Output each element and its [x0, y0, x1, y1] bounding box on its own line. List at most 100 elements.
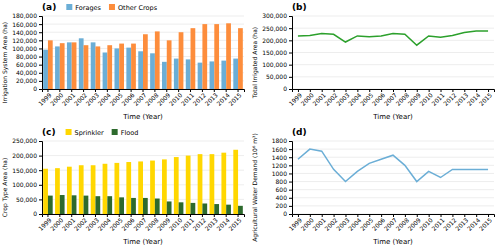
y-tick: 400	[276, 194, 292, 201]
y-tick-mark	[39, 48, 42, 49]
y-tick: 200,000	[12, 152, 42, 159]
y-tick-mark	[289, 65, 292, 66]
x-tick-label: 2015	[477, 216, 493, 232]
y-tick: 1800	[272, 137, 292, 144]
marks	[298, 31, 488, 45]
x-axis-title: Time (Year)	[122, 238, 163, 246]
bar	[150, 53, 155, 89]
bar	[226, 23, 231, 89]
y-tick-mark	[39, 170, 42, 171]
bar	[191, 203, 196, 214]
bar	[95, 196, 100, 214]
bar	[103, 53, 108, 90]
y-tick-mark	[289, 198, 292, 199]
legend: ForagesOther Crops	[66, 4, 157, 12]
bar	[138, 161, 143, 214]
bar	[155, 199, 160, 214]
bar	[191, 28, 196, 89]
y-tick-mark	[289, 206, 292, 207]
y-tick-label: 80,000	[16, 53, 37, 60]
y-tick: 100,000	[12, 181, 42, 188]
bar	[67, 167, 72, 214]
x-tick: 2015	[227, 214, 243, 232]
bar	[186, 156, 191, 214]
bar	[119, 44, 124, 89]
y-axis-title: Total Irrigated Area (ha)	[251, 27, 259, 99]
figure: 0 20,00040,00060,00080,000 100,000 120,000 1…	[0, 0, 500, 250]
x-tick-label: 2015	[477, 91, 493, 107]
bar	[238, 28, 243, 89]
grid-line	[292, 141, 494, 142]
y-tick-label: 400	[276, 194, 288, 201]
y-tick: 40,000	[16, 69, 42, 76]
grid-line	[42, 32, 244, 33]
bar	[107, 45, 112, 89]
y-tick-label: 300,000	[262, 12, 287, 19]
x-tick-label: 2015	[227, 216, 243, 232]
y-tick: 1600	[272, 146, 292, 153]
y-tick-label: 200,000	[12, 152, 37, 159]
y-tick-mark	[289, 157, 292, 158]
y-tick-mark	[289, 182, 292, 183]
bar	[43, 50, 48, 89]
bar	[48, 40, 53, 89]
bar	[79, 165, 84, 214]
y-tick: 80,000	[16, 53, 42, 60]
bar	[155, 31, 160, 89]
bar	[131, 198, 136, 214]
grid	[292, 141, 494, 214]
y-tick-label: 20,000	[16, 77, 37, 84]
bar	[60, 195, 65, 214]
legend-swatch	[112, 129, 118, 135]
y-axis: 050,000100,000150,000200,000250,000300,0…	[262, 12, 292, 92]
bar	[221, 153, 226, 214]
panel-title: (a)	[42, 2, 56, 12]
y-tick-label: 0	[33, 210, 37, 217]
panel: 0200400600800100012001400160018001999200…	[251, 127, 495, 246]
x-axis: 1999200020012002200320042005200620072008…	[37, 89, 245, 107]
grid-line	[292, 181, 494, 182]
grid-line	[292, 16, 494, 17]
bar	[114, 163, 119, 214]
grid-line	[42, 141, 244, 142]
bar	[55, 168, 60, 214]
bar	[72, 195, 77, 214]
y-axis-line	[39, 17, 43, 90]
y-tick-mark	[289, 173, 292, 174]
y-tick: 1000	[272, 170, 292, 177]
bar-series	[43, 38, 238, 89]
bar	[84, 45, 89, 89]
y-tick: 800	[276, 178, 292, 185]
panel-title: (b)	[292, 2, 307, 12]
y-tick-label: 0	[283, 85, 287, 92]
bar	[167, 201, 172, 214]
y-tick-mark	[289, 28, 292, 29]
y-tick-mark	[39, 89, 42, 90]
bar	[119, 197, 124, 214]
y-tick-mark	[39, 24, 42, 25]
grid-line	[292, 149, 494, 150]
y-tick-label: 1600	[272, 146, 287, 153]
bar	[84, 196, 89, 214]
marks	[298, 149, 488, 181]
y-tick-label: 200	[276, 202, 288, 209]
y-tick: 120,000	[12, 37, 42, 44]
y-tick: 0	[283, 85, 292, 92]
y-tick-mark	[39, 199, 42, 200]
line	[298, 31, 488, 45]
grid-line	[292, 173, 494, 174]
y-tick: 50,000	[266, 73, 292, 80]
x-axis-title: Time (Year)	[122, 113, 163, 121]
y-tick-mark	[39, 57, 42, 58]
plot-area: 050,000100,000150,000200,000250,000300,0…	[262, 12, 494, 107]
y-tick: 60,000	[16, 61, 42, 68]
y-tick-mark	[39, 141, 42, 142]
y-tick-mark	[39, 214, 42, 215]
bar	[214, 204, 219, 214]
y-tick-label: 180,000	[12, 12, 37, 19]
y-tick-label: 100,000	[12, 181, 37, 188]
bar	[202, 24, 207, 89]
bar	[143, 198, 148, 214]
y-tick-label: 0	[283, 210, 287, 217]
legend-item: Forages	[66, 4, 101, 12]
